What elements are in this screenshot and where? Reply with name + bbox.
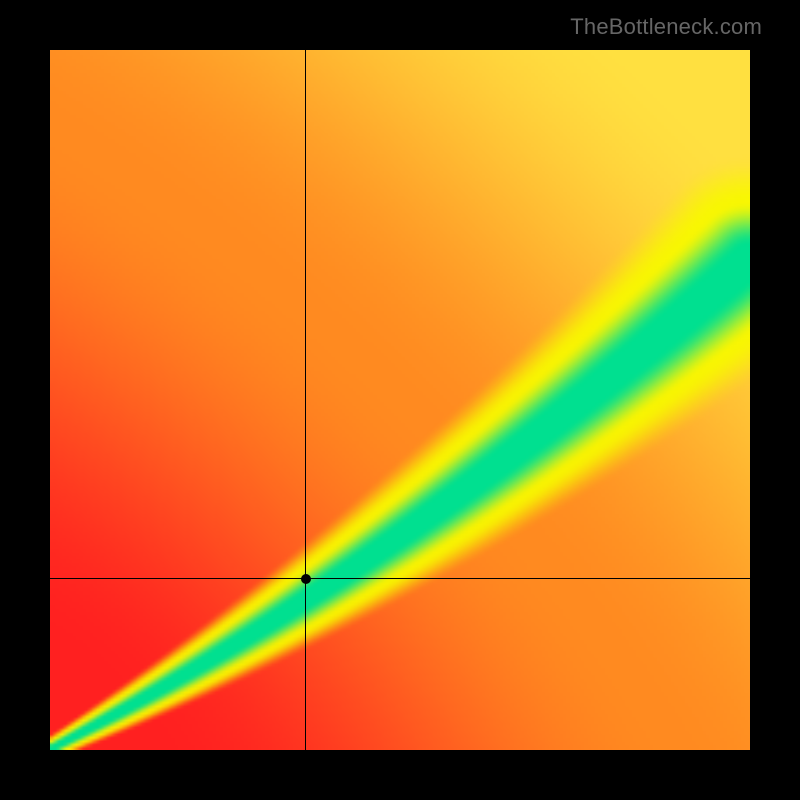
bottleneck-heatmap-plot <box>50 50 750 750</box>
watermark-text: TheBottleneck.com <box>570 14 762 40</box>
heatmap-canvas <box>50 50 750 750</box>
crosshair-marker <box>301 574 311 584</box>
crosshair-horizontal <box>50 578 750 579</box>
crosshair-vertical <box>305 50 306 750</box>
